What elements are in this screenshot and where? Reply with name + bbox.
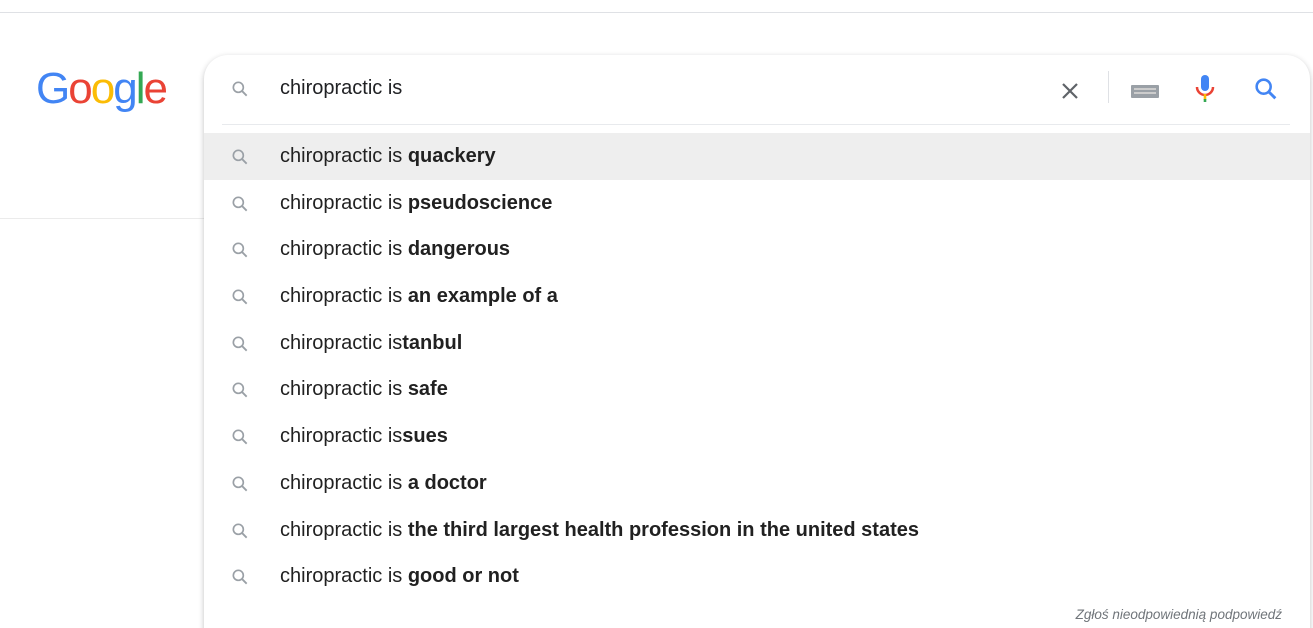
suggestion-text: chiropractic is quackery: [280, 133, 496, 180]
suggestion[interactable]: chiropractic issues: [204, 413, 1310, 460]
suggestion-completion: an example of a: [407, 285, 558, 308]
suggestion[interactable]: chiropractic is good or not: [204, 553, 1310, 600]
voice-button[interactable]: [1194, 73, 1216, 105]
suggestion-completion: quackery: [407, 145, 496, 167]
suggestion-prefix: chiropractic is: [280, 238, 408, 261]
logo-letter: o: [90, 64, 116, 113]
divider: [0, 218, 210, 219]
search-icon: [232, 476, 248, 492]
search-icon: [232, 149, 248, 165]
report-link[interactable]: Zgłoś nieodpowiednią podpowiedź: [1075, 607, 1282, 622]
suggestion-text: chiropractic is pseudoscience: [280, 180, 552, 227]
search-icon: [232, 569, 248, 585]
suggestion-completion: tanbul: [402, 331, 463, 354]
divider: [0, 12, 1313, 13]
suggestion-completion: dangerous: [407, 238, 511, 261]
suggestion-completion: a doctor: [407, 471, 487, 494]
suggestion-prefix: chiropractic is: [280, 191, 408, 214]
suggestion-text: chiropractic issues: [280, 413, 448, 460]
google-logo[interactable]: Google: [36, 64, 168, 114]
search-icon: [232, 242, 248, 258]
search-icon: [232, 336, 248, 352]
logo-letter: G: [36, 64, 70, 113]
suggestion[interactable]: chiropractic is quackery: [204, 133, 1310, 180]
search-icon: [232, 429, 248, 445]
keyboard-button[interactable]: [1130, 81, 1160, 101]
logo-letter: o: [68, 64, 93, 113]
logo-letter: l: [135, 64, 146, 113]
search-icon: [232, 196, 248, 212]
suggestion-text: chiropractic is safe: [280, 366, 448, 413]
suggestion[interactable]: chiropractic is dangerous: [204, 226, 1310, 273]
suggestion-text: chiropractic is dangerous: [280, 226, 510, 273]
logo-letter: e: [143, 64, 168, 113]
suggestion-prefix: chiropractic is: [280, 471, 408, 494]
clear-button[interactable]: [1058, 79, 1082, 103]
search-icon: [232, 81, 248, 97]
search-icon: [232, 382, 248, 398]
suggestion-completion: good or not: [407, 565, 519, 588]
suggestion-completion: sues: [402, 425, 448, 448]
suggestion-text: chiropractic is a doctor: [280, 460, 487, 507]
suggestion-prefix: chiropractic is: [280, 518, 408, 541]
suggestion-prefix: chiropractic is: [280, 145, 408, 167]
suggestion-prefix: chiropractic is: [280, 285, 408, 308]
suggestion-prefix: chiropractic is: [280, 565, 408, 588]
suggestion-text: chiropractic is the third largest health…: [280, 507, 919, 554]
suggestion-text: chiropractic is good or not: [280, 553, 519, 600]
suggestion[interactable]: chiropractic is pseudoscience: [204, 180, 1310, 227]
suggestion[interactable]: chiropractic istanbul: [204, 320, 1310, 367]
search-button[interactable]: [1252, 75, 1280, 103]
divider: [222, 124, 1290, 125]
suggestion-text: chiropractic is an example of a: [280, 273, 558, 320]
suggestion-completion: the third largest health profession in t…: [407, 518, 919, 541]
divider: [1108, 71, 1109, 103]
suggestion-prefix: chiropractic is: [280, 378, 408, 401]
search-icon: [232, 523, 248, 538]
search-box: chiropractic is chiropractic is quackery…: [204, 55, 1310, 628]
suggestion-text: chiropractic istanbul: [280, 320, 462, 367]
suggestion[interactable]: chiropractic is a doctor: [204, 460, 1310, 507]
suggestion-prefix: chiropractic is: [280, 331, 403, 354]
suggestion[interactable]: chiropractic is the third largest health…: [204, 507, 1310, 554]
logo-letter: g: [113, 64, 138, 113]
search-icon: [232, 289, 248, 305]
suggestion[interactable]: chiropractic is safe: [204, 366, 1310, 413]
search-input[interactable]: chiropractic is: [280, 77, 403, 99]
suggestion-completion: pseudoscience: [407, 191, 553, 214]
suggestion-completion: safe: [407, 378, 448, 401]
suggestion-prefix: chiropractic is: [280, 425, 403, 448]
suggestion[interactable]: chiropractic is an example of a: [204, 273, 1310, 320]
suggestion-list: chiropractic is quackery chiropractic is …: [204, 133, 1310, 600]
